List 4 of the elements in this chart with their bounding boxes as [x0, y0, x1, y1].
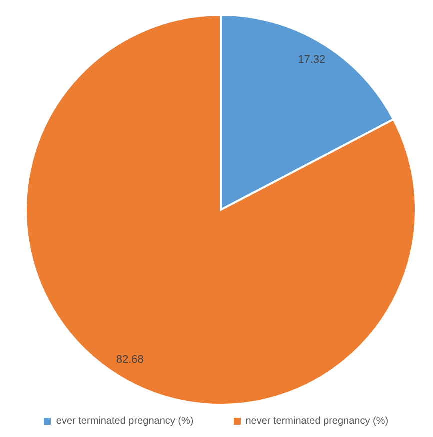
data-label: 82.68	[116, 354, 144, 366]
data-label: 17.32	[298, 54, 326, 66]
slice-label: never terminated pregnancy (%)	[246, 416, 389, 427]
legend-label: ever terminated pregnancy (%)	[56, 416, 194, 427]
